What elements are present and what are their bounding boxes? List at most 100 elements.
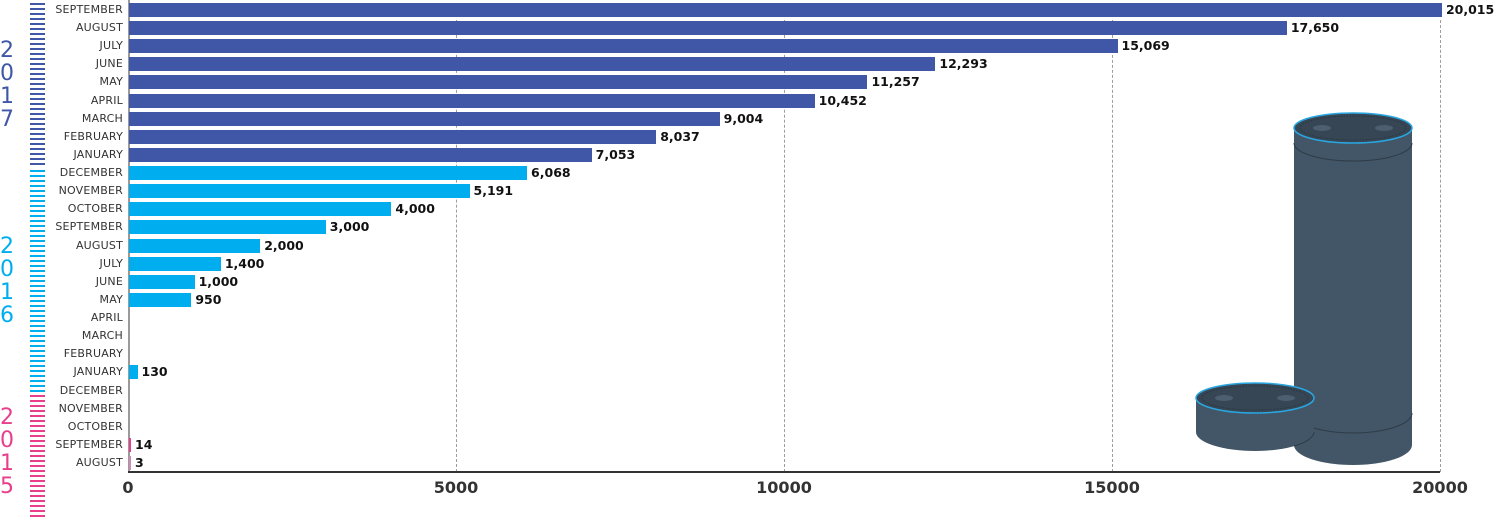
stripe xyxy=(30,480,45,482)
bar xyxy=(129,111,720,126)
stripe xyxy=(30,138,45,140)
x-tick-label: 15000 xyxy=(1084,478,1140,497)
month-label: NOVEMBER xyxy=(58,184,123,198)
stripe xyxy=(30,475,45,477)
value-label: 950 xyxy=(195,291,222,307)
stripe xyxy=(30,490,45,492)
month-label: JUNE xyxy=(95,274,123,288)
value-label: 15,069 xyxy=(1121,38,1170,54)
bar xyxy=(129,129,657,144)
stripe xyxy=(30,33,45,35)
stripe xyxy=(30,128,45,130)
stripe xyxy=(30,190,45,192)
stripe xyxy=(30,270,45,272)
stripe xyxy=(30,38,45,40)
stripe xyxy=(30,93,45,95)
year-digit: 1 xyxy=(0,83,14,109)
bar xyxy=(129,184,470,199)
stripe xyxy=(30,305,45,307)
stripe xyxy=(30,425,45,427)
stripe xyxy=(30,515,45,517)
year-digit: 0 xyxy=(0,256,14,282)
year-digit: 2 xyxy=(0,233,14,259)
month-label: FEBRUARY xyxy=(63,347,123,361)
stripe xyxy=(30,83,45,85)
value-label: 7,053 xyxy=(595,146,636,162)
stripe xyxy=(30,500,45,502)
stripe xyxy=(30,220,45,222)
stripe xyxy=(30,58,45,60)
value-label: 11,257 xyxy=(871,74,920,90)
year-digit: 1 xyxy=(0,279,14,305)
year-digit: 2 xyxy=(0,405,14,430)
stripe xyxy=(30,23,45,25)
month-label: MARCH xyxy=(81,111,123,125)
value-label: 17,650 xyxy=(1290,20,1340,36)
value-label: 3 xyxy=(135,455,144,470)
value-label: 4,000 xyxy=(395,201,435,217)
bar xyxy=(129,57,936,72)
value-label: 12,293 xyxy=(939,56,988,72)
y-axis-line xyxy=(128,0,130,472)
month-label: NOVEMBER xyxy=(58,401,123,415)
stripe xyxy=(30,465,45,467)
x-tick-label: 10000 xyxy=(756,478,812,497)
stripe xyxy=(30,255,45,257)
stripe xyxy=(30,440,45,442)
month-label: JULY xyxy=(99,39,123,53)
stripe xyxy=(30,205,45,207)
stripe xyxy=(30,370,45,372)
value-label: 1,400 xyxy=(224,255,265,271)
stripe xyxy=(30,88,45,90)
value-label: 10,452 xyxy=(818,92,867,108)
stripe xyxy=(30,450,45,452)
month-label: AUGUST xyxy=(75,21,123,35)
stripe xyxy=(30,445,45,447)
stripe xyxy=(30,420,45,422)
bar xyxy=(129,202,392,217)
bar xyxy=(129,21,1287,36)
year-digit: 6 xyxy=(0,302,14,328)
stripe xyxy=(30,330,45,332)
month-label: DECEMBER xyxy=(59,166,123,180)
stripe xyxy=(30,123,45,125)
bar xyxy=(129,220,326,235)
month-label: JUNE xyxy=(95,57,123,71)
stripe xyxy=(30,355,45,357)
stripe xyxy=(30,315,45,317)
month-label: APRIL xyxy=(90,93,123,107)
value-label: 130 xyxy=(141,364,168,380)
stripe xyxy=(30,180,45,182)
value-label: 3,000 xyxy=(329,219,370,235)
stripe xyxy=(30,285,45,287)
stripe xyxy=(30,185,45,187)
stripe xyxy=(30,325,45,327)
gridline xyxy=(456,20,457,472)
stripe xyxy=(30,455,45,457)
x-axis-line xyxy=(128,471,1440,473)
stripe xyxy=(30,143,45,145)
stripe xyxy=(30,265,45,267)
stripe xyxy=(30,340,45,342)
stripe xyxy=(30,365,45,367)
year-digit: 0 xyxy=(0,428,14,453)
stripe xyxy=(30,395,45,397)
stripe xyxy=(30,510,45,512)
value-label: 9,004 xyxy=(723,110,764,126)
stripe xyxy=(30,345,45,347)
month-label: MAY xyxy=(99,75,123,89)
bar xyxy=(129,93,815,108)
month-label: JANUARY xyxy=(73,147,123,161)
stripe xyxy=(30,153,45,155)
bar xyxy=(129,292,192,307)
bar xyxy=(129,256,221,271)
stripe xyxy=(30,73,45,75)
stripe xyxy=(30,405,45,407)
stripe xyxy=(30,245,45,247)
stripe xyxy=(30,28,45,30)
bar xyxy=(129,39,1118,54)
tall-speaker-icon xyxy=(1293,112,1413,465)
month-label: JULY xyxy=(99,256,123,270)
stripe xyxy=(30,460,45,462)
month-label: AUGUST xyxy=(75,238,123,252)
